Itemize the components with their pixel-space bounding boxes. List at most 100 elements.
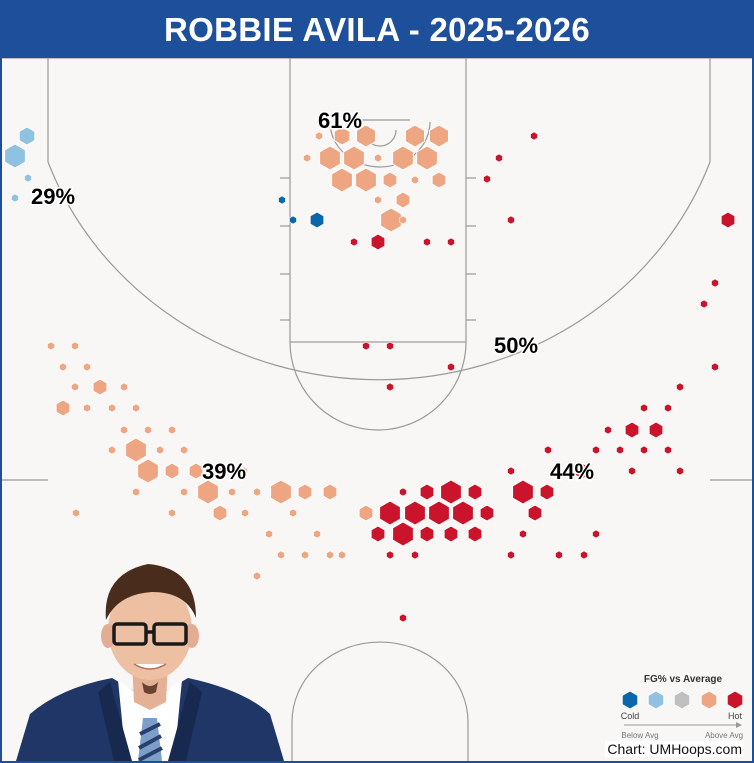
shot-hexbin xyxy=(507,466,515,476)
legend-below-label: Below Avg xyxy=(621,731,658,740)
chart-credit: Chart: UMHoops.com xyxy=(605,741,744,757)
shot-hexbin xyxy=(240,466,248,476)
shot-hexbin xyxy=(555,550,563,560)
shot-hexbin xyxy=(452,500,474,526)
player-glasses xyxy=(112,622,188,646)
shot-hexbin xyxy=(379,500,401,526)
legend-arrow-head xyxy=(736,722,742,728)
shot-hexbin xyxy=(253,487,261,497)
shot-hexbin xyxy=(395,191,411,209)
free-throw-circle xyxy=(289,341,467,431)
shot-hexbin xyxy=(24,173,32,183)
shot-hexbin xyxy=(370,233,386,251)
shot-hexbin xyxy=(405,124,425,148)
legend-swatch xyxy=(621,690,639,710)
shot-hexbin xyxy=(527,504,543,522)
shot-hexbin xyxy=(399,487,407,497)
shot-hexbin xyxy=(467,483,483,501)
shot-hexbin xyxy=(544,445,552,455)
shot-hexbin xyxy=(443,525,459,543)
shot-hexbin xyxy=(711,278,719,288)
shot-hexbin xyxy=(59,362,67,372)
legend-cold-label: Cold xyxy=(621,711,640,721)
shot-hexbin xyxy=(168,508,176,518)
shot-hexbin xyxy=(355,167,377,193)
shot-hexbin xyxy=(616,445,624,455)
shot-hexbin xyxy=(164,462,180,480)
shot-hexbin xyxy=(530,131,538,141)
shot-hexbin xyxy=(180,487,188,497)
shot-hexbin xyxy=(419,525,435,543)
shot-hexbin xyxy=(467,525,483,543)
shot-hexbin xyxy=(120,425,128,435)
shot-hexbin xyxy=(350,237,358,247)
player-goatee xyxy=(142,682,158,694)
shot-hexbins xyxy=(4,124,736,623)
shot-hexbin xyxy=(270,479,292,505)
shot-hexbin xyxy=(592,529,600,539)
legend-swatch xyxy=(647,690,665,710)
shot-hexbin xyxy=(720,211,736,229)
shot-hexbin xyxy=(253,571,261,581)
shot-hexbin xyxy=(358,504,374,522)
shot-hexbin xyxy=(108,403,116,413)
legend-swatches xyxy=(621,690,744,710)
shot-hexbin xyxy=(676,382,684,392)
shot-hexbin xyxy=(711,362,719,372)
shot-hexbin xyxy=(392,145,414,171)
shot-hexbin xyxy=(419,483,435,501)
shot-hexbin xyxy=(700,299,708,309)
shot-hexbin xyxy=(676,466,684,476)
shot-hexbin xyxy=(640,445,648,455)
player-lapel-left xyxy=(98,682,132,761)
shot-hexbin xyxy=(168,425,176,435)
shot-hexbin xyxy=(47,341,55,351)
shot-hexbin xyxy=(399,215,407,225)
shot-hexbin xyxy=(428,500,450,526)
shot-hexbin xyxy=(297,483,313,501)
shot-hexbin xyxy=(380,207,402,233)
shot-hexbin xyxy=(574,462,590,480)
shot-hexbin xyxy=(197,479,219,505)
shot-hexbin xyxy=(333,126,351,146)
zone-fg-label-left-corner: 29% xyxy=(31,184,75,209)
shot-hexbin xyxy=(301,550,309,560)
shot-hexbin xyxy=(71,382,79,392)
shot-hexbin xyxy=(265,529,273,539)
shot-hexbin xyxy=(519,529,527,539)
shot-hexbin xyxy=(313,529,321,539)
shot-hexbin xyxy=(212,504,228,522)
shot-hexbin xyxy=(289,215,297,225)
legend-above-label: Above Avg xyxy=(705,731,743,740)
shot-hexbin xyxy=(507,550,515,560)
player-face xyxy=(108,580,192,680)
shot-hexbin xyxy=(431,171,447,189)
shot-hexbin xyxy=(338,550,346,560)
shot-hexbin xyxy=(411,175,419,185)
zone-fg-label-top-right: 44% xyxy=(550,459,594,484)
shot-hexbin xyxy=(4,143,26,169)
paint-lane xyxy=(289,57,467,343)
court-lines xyxy=(2,57,752,761)
legend-swatch xyxy=(726,690,744,710)
shot-hexbin xyxy=(326,550,334,560)
shot-hexbin xyxy=(580,550,588,560)
shot-hexbin xyxy=(416,145,438,171)
zone-fg-label-paint: 61% xyxy=(318,108,362,133)
shot-hexbin xyxy=(315,131,323,141)
shot-hexbin xyxy=(120,382,128,392)
shot-hexbin xyxy=(604,425,612,435)
player-smile xyxy=(133,663,167,670)
shot-hexbin xyxy=(624,421,640,439)
shot-hexbin xyxy=(592,445,600,455)
shot-hexbin xyxy=(277,550,285,560)
shot-hexbin xyxy=(309,211,325,229)
shot-hexbin xyxy=(664,403,672,413)
shot-hexbin xyxy=(512,479,534,505)
shot-hexbin xyxy=(429,124,449,148)
shot-hexbin xyxy=(411,550,419,560)
shot-hexbin xyxy=(447,237,455,247)
shot-hexbin xyxy=(228,487,236,497)
shot-hexbin xyxy=(11,193,19,203)
